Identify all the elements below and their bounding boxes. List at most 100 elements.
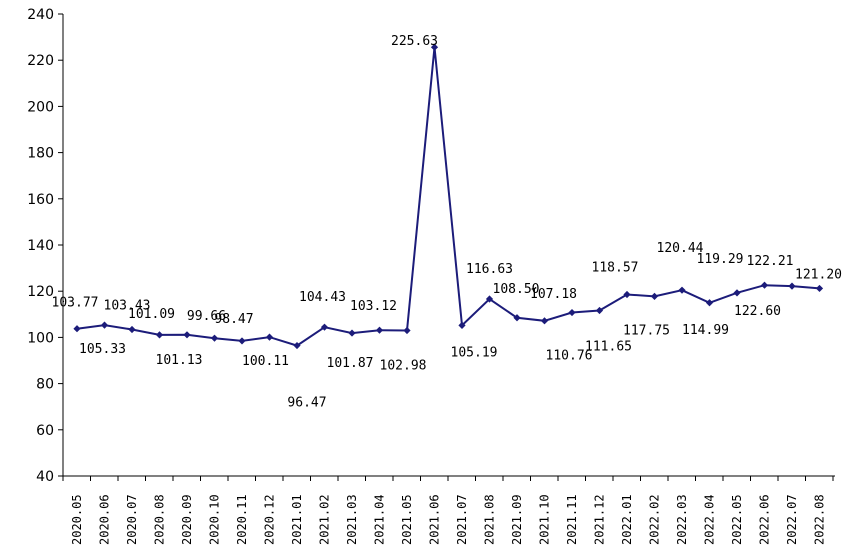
y-tick-label: 200 (27, 99, 54, 115)
x-tick-label: 2021.04 (373, 494, 387, 545)
x-tick-label: 2021.08 (483, 494, 497, 545)
data-label: 108.50 (493, 282, 540, 297)
data-label: 103.12 (350, 299, 397, 314)
data-label: 110.76 (546, 349, 593, 364)
data-label: 103.77 (52, 296, 99, 311)
x-tick-label: 2020.08 (153, 494, 167, 545)
data-label: 118.57 (592, 261, 639, 276)
data-label: 99.66 (187, 309, 226, 324)
x-tick-label: 2022.06 (758, 494, 772, 545)
data-label: 98.47 (214, 312, 253, 327)
data-point-marker (540, 317, 549, 325)
data-label: 116.63 (466, 262, 513, 277)
x-tick-label: 2020.05 (70, 494, 84, 545)
data-point-marker (705, 299, 714, 307)
x-tick-label: 2020.12 (263, 494, 277, 545)
data-label: 104.43 (299, 290, 346, 305)
y-tick-label: 40 (36, 469, 54, 485)
data-point-marker (403, 326, 411, 335)
y-tick-label: 140 (27, 238, 54, 254)
y-tick-label: 180 (27, 146, 54, 162)
data-point-marker (183, 331, 191, 339)
x-tick-label: 2021.03 (345, 494, 359, 545)
x-tick-label: 2020.09 (180, 494, 194, 545)
data-label: 102.98 (380, 359, 427, 374)
x-tick-label: 2021.12 (593, 494, 607, 545)
x-tick-label: 2021.06 (428, 494, 442, 545)
data-point-marker (595, 306, 604, 315)
data-label: 101.87 (327, 356, 374, 371)
data-point-marker (73, 325, 81, 333)
data-label: 119.29 (697, 252, 744, 267)
x-tick-label: 2022.07 (785, 494, 799, 545)
data-label: 107.18 (530, 287, 577, 302)
data-point-marker (650, 292, 659, 300)
y-tick-label: 100 (27, 330, 54, 346)
x-tick-label: 2022.04 (703, 494, 717, 545)
x-tick-label: 2021.02 (318, 494, 332, 545)
y-tick-label: 220 (27, 53, 54, 69)
x-tick-label: 2021.10 (538, 494, 552, 545)
data-point-marker (623, 290, 631, 299)
data-point-marker (155, 331, 164, 339)
series-group (73, 43, 824, 350)
y-tick-label: 60 (36, 423, 54, 439)
data-label: 122.60 (734, 304, 781, 319)
data-point-marker (815, 284, 824, 293)
data-point-marker (238, 337, 246, 345)
x-tick-label: 2021.05 (400, 494, 414, 545)
y-tick-label: 160 (27, 192, 54, 208)
y-tick-label: 240 (27, 7, 54, 23)
data-label: 100.11 (242, 354, 289, 369)
data-point-marker (485, 295, 494, 303)
data-label: 117.75 (623, 323, 670, 338)
data-point-marker (348, 329, 356, 337)
y-tick-label: 120 (27, 284, 54, 300)
x-tick-label: 2022.08 (813, 494, 827, 545)
x-tick-label: 2021.01 (290, 494, 304, 545)
x-tick-label: 2022.05 (730, 494, 744, 545)
data-point-marker (320, 323, 329, 331)
x-tick-label: 2022.01 (620, 494, 634, 545)
x-tick-label: 2022.02 (648, 494, 662, 545)
data-point-marker (760, 281, 769, 289)
x-tick-label: 2020.06 (98, 494, 112, 545)
data-point-marker (128, 325, 136, 334)
y-axis: 40 60 80 100 120 140 160 180 200 220 240 (27, 7, 64, 485)
data-label: 225.63 (391, 34, 438, 49)
data-label: 105.33 (79, 342, 126, 357)
x-tick-label: 2020.10 (208, 494, 222, 545)
data-label: 101.09 (128, 307, 175, 322)
data-point-marker (265, 333, 274, 341)
data-point-marker (568, 308, 576, 317)
data-label: 114.99 (682, 323, 729, 338)
x-tick-label: 2022.03 (675, 494, 689, 545)
data-point-marker (733, 289, 741, 297)
data-label: 122.21 (747, 254, 794, 269)
y-tick-label: 80 (36, 377, 54, 393)
data-point-marker (513, 314, 521, 322)
data-point-marker (788, 282, 796, 290)
data-point-marker (293, 341, 301, 350)
data-label: 105.19 (451, 345, 498, 360)
x-tick-label: 2021.11 (565, 494, 579, 545)
data-point-marker (375, 326, 384, 334)
data-label: 101.13 (156, 353, 203, 368)
x-tick-label: 2020.11 (235, 494, 249, 545)
x-tick-label: 2021.09 (510, 494, 524, 545)
x-tick-label: 2021.07 (455, 494, 469, 545)
data-label: 120.44 (657, 241, 704, 256)
series-line (76, 47, 820, 347)
data-point-marker (458, 321, 466, 330)
data-label: 96.47 (287, 396, 326, 411)
data-label: 103.43 (104, 298, 151, 313)
data-label: 111.65 (585, 339, 632, 354)
x-axis: 2020.05 2020.06 2020.07 2020.08 2020.09 2020.… (62, 475, 835, 545)
data-point-marker (100, 321, 109, 329)
data-point-marker (678, 286, 686, 294)
data-label: 121.20 (795, 267, 842, 282)
data-point-marker (210, 334, 219, 342)
x-tick-label: 2020.07 (125, 494, 139, 545)
